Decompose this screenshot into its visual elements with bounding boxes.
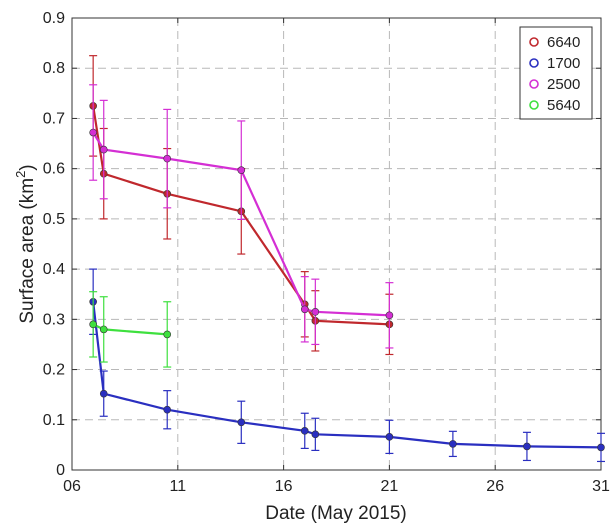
data-point [449,440,457,448]
y-tick-label: 0.8 [43,60,65,77]
x-axis-label: Date (May 2015) [265,503,407,524]
y-tick-label: 0.1 [43,412,65,429]
data-point [597,443,605,452]
data-point [237,418,246,427]
data-point [523,442,531,451]
x-tick-label: 31 [592,478,610,495]
data-point [385,311,394,320]
data-point [89,320,97,329]
y-tick-label: 0.4 [43,261,65,278]
plot-area-frame [71,17,602,471]
legend-marker [529,100,539,110]
legend-marker [529,58,539,68]
data-point [385,433,394,441]
axis-ticks: 0 0.1 0.2 0.3 0.4 0.5 0.6 0.7 0.8 0.9 06 11 16 21 26 31 [43,10,610,495]
legend-label: 1700 [547,55,580,72]
x-tick-label: 21 [381,478,399,495]
data-point [163,154,172,163]
y-axis-label-main: Surface area (km [17,178,38,324]
y-axis-label: Surface area (km2) [13,164,38,323]
x-tick-label: 06 [63,478,81,495]
data-point [89,128,97,137]
series-1700 [89,268,605,463]
legend-marker [529,79,539,89]
y-tick-label: 0.2 [43,362,65,379]
y-tick-label: 0.3 [43,311,65,328]
y-tick-label: 0.6 [43,161,65,178]
series-2500 [89,84,394,349]
series-5640 [89,291,172,368]
x-tick-label: 26 [486,478,504,495]
legend-box [519,26,593,120]
legend-label: 2500 [547,76,580,93]
x-tick-label: 11 [169,478,186,495]
data-point [99,389,108,398]
y-tick-label: 0 [56,462,65,479]
x-tick-label: 16 [275,478,293,495]
legend-label: 5640 [547,97,580,114]
y-axis-label-end: ) [17,164,38,170]
y-tick-label: 0.5 [43,211,65,228]
data-point [311,307,320,316]
series-layer [89,55,605,463]
y-axis-label-sup: 2 [13,171,28,178]
series-line [92,301,602,449]
data-point [163,330,172,339]
legend-marker [529,37,539,47]
data-point [300,305,309,314]
data-point [311,430,320,439]
grid-lines [72,18,601,470]
y-tick-label: 0.9 [43,10,65,27]
y-tick-label: 0.7 [43,110,65,127]
legend: 6640 1700 2500 5640 [519,26,593,120]
legend-label: 6640 [547,34,580,51]
data-point [163,405,172,414]
data-point [237,166,246,174]
data-point [99,145,108,154]
data-point [99,325,108,334]
data-point [300,427,309,435]
